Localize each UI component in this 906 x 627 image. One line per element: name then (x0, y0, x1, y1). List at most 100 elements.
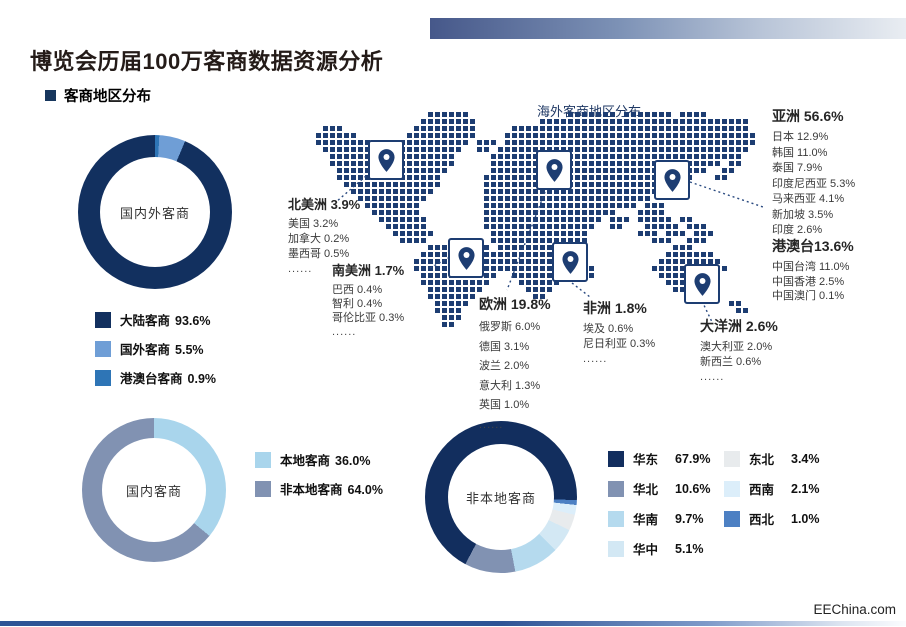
legend-swatch (608, 480, 624, 497)
watermark: EEChina.com (813, 602, 896, 617)
region-title: 大洋洲 2.6% (700, 318, 778, 334)
region-country-value: 埃及 0.6% (583, 323, 634, 335)
legend-label: 东北 (749, 453, 775, 467)
legend-item: 华北 10.6% (608, 479, 710, 498)
legend-swatch (95, 369, 111, 386)
legend-nonlocal-col2: 东北 3.4% 西南 2.1% 西北 1.0% (724, 449, 820, 539)
map-pin-africa (552, 242, 588, 282)
section-bullet-icon (45, 90, 56, 101)
region-country-value: 美国 3.2% (288, 218, 339, 230)
region-country-value: 泰国 7.9% (772, 162, 823, 174)
legend-label: 华南 (633, 513, 659, 527)
region-country-value: 马来西亚 4.1% (772, 193, 845, 205)
region-country-value: 印度尼西亚 5.3% (772, 177, 856, 190)
region-country-value: 德国 3.1% (479, 340, 530, 353)
donut-chart-domestic-foreign: 国内外客商 (78, 135, 232, 289)
donut-chart-domestic: 国内客商 (82, 418, 226, 562)
region-title: 亚洲 56.6% (772, 108, 844, 124)
legend-label: 大陆客商 93.6% (120, 314, 211, 328)
donut-center-label: 国内客商 (125, 483, 182, 499)
region-stat-2: 南美洲 1.7% 巴西 0.4% 智利 0.4% 哥伦比亚 0.3%...... (332, 260, 404, 339)
location-pin-icon (545, 158, 563, 182)
region-country-value: 新西兰 0.6% (700, 356, 762, 368)
donut-hole (100, 157, 210, 267)
page-title: 博览会历届100万客商数据资源分析 (30, 49, 384, 74)
region-title: 欧洲 19.8% (479, 296, 551, 312)
legend-item: 华中 5.1% (608, 539, 710, 558)
legend-label: 华东 (633, 453, 659, 467)
legend-item: 西南 2.1% (724, 479, 820, 498)
region-stat-7: 大洋洲 2.6% 澳大利亚 2.0% 新西兰 0.6%...... (700, 316, 778, 385)
region-stat-3: 欧洲 19.8% 俄罗斯 6.0% 德国 3.1% 波兰 2.0% 意大利 1.3% 英国… (479, 294, 551, 435)
legend-label: 华中 (633, 543, 659, 557)
legend-swatch (724, 450, 740, 467)
location-pin-icon (457, 246, 475, 270)
region-ellipsis: ...... (772, 239, 797, 252)
region-country-value: 印度 2.6% (772, 224, 823, 236)
legend-item: 大陆客商 93.6% (95, 310, 216, 329)
overseas-map-title: 海外客商地区分布 (537, 104, 642, 119)
region-country-value: 中国澳门 0.1% (772, 290, 845, 302)
region-country-value: 哥伦比亚 0.3% (332, 312, 405, 324)
region-title: 非洲 1.8% (583, 300, 647, 316)
legend-item: 本地客商 36.0% (255, 450, 383, 469)
legend-item: 港澳台客商 0.9% (95, 368, 216, 387)
region-country-value: 英国 1.0% (479, 399, 530, 411)
region-title: 北美洲 3.9% (288, 197, 361, 212)
section-title: 客商地区分布 (64, 89, 151, 105)
region-country-value: 智利 0.4% (332, 298, 383, 310)
region-stat-4: 非洲 1.8% 埃及 0.6% 尼日利亚 0.3%...... (583, 298, 655, 367)
legend-item: 西北 1.0% (724, 509, 820, 528)
legend-value: 5.5% (175, 343, 204, 357)
legend-label: 港澳台客商 0.9% (120, 372, 217, 386)
legend-value: 3.4% (791, 451, 820, 466)
legend-swatch (255, 451, 271, 468)
legend-swatch (255, 480, 271, 497)
legend-item: 华南 9.7% (608, 509, 710, 528)
region-title: 南美洲 1.7% (332, 263, 405, 278)
region-country-value: 新加坡 3.5% (772, 208, 834, 221)
legend-nonlocal-col1: 华东 67.9% 华北 10.6% 华南 9.7% 华中 5.1% (608, 449, 710, 569)
legend-swatch (95, 340, 111, 357)
legend-item: 东北 3.4% (724, 449, 820, 468)
map-pin-north-america (368, 140, 404, 180)
region-stat-1: 北美洲 3.9% 美国 3.2% 加拿大 0.2% 墨西哥 0.5%...... (288, 194, 360, 277)
location-pin-icon (561, 250, 579, 274)
legend-domestic: 本地客商 36.0% 非本地客商 64.0% (255, 450, 383, 508)
legend-swatch (608, 510, 624, 527)
legend-swatch (724, 480, 740, 497)
legend-swatch (608, 540, 624, 557)
legend-item: 非本地客商 64.0% (255, 479, 383, 498)
region-country-value: 波兰 2.0% (479, 360, 530, 372)
legend-swatch (724, 510, 740, 527)
legend-value: 2.1% (791, 481, 820, 496)
region-ellipsis: ...... (288, 263, 313, 275)
region-country-value: 尼日利亚 0.3% (583, 338, 656, 350)
legend-value: 9.7% (675, 511, 704, 526)
donut-chart-nonlocal: 非本地客商 (425, 421, 577, 573)
legend-domestic-foreign: 大陆客商 93.6% 国外客商 5.5% 港澳台客商 0.9% (95, 310, 216, 397)
map-pin-asia (654, 160, 690, 200)
legend-label: 西北 (749, 513, 775, 527)
region-country-value: 墨西哥 0.5% (288, 248, 350, 260)
map-pin-europe (536, 150, 572, 190)
legend-value: 36.0% (335, 454, 371, 468)
donut-hole (102, 438, 206, 542)
region-country-value: 加拿大 0.2% (288, 233, 350, 245)
bottom-gradient-bar (0, 621, 906, 626)
legend-value: 10.6% (675, 481, 711, 496)
legend-value: 0.9% (187, 372, 217, 386)
location-pin-icon (693, 272, 711, 296)
region-country-value: 俄罗斯 6.0% (479, 321, 541, 333)
legend-value: 93.6% (175, 314, 211, 328)
location-pin-icon (663, 168, 681, 192)
region-country-value: 中国香港 2.5% (772, 275, 845, 288)
region-country-value: 中国台湾 11.0% (772, 261, 850, 273)
legend-value: 64.0% (347, 483, 383, 497)
legend-swatch (608, 450, 624, 467)
region-ellipsis: ...... (332, 326, 357, 338)
region-country-value: 巴西 0.4% (332, 284, 383, 296)
location-pin-icon (377, 148, 395, 172)
region-country-value: 韩国 11.0% (772, 146, 828, 159)
